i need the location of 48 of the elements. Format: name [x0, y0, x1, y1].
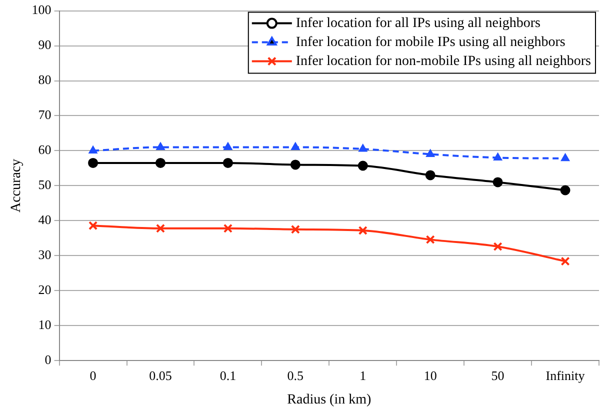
point [224, 142, 232, 150]
y-tick-label: 50 [38, 177, 52, 192]
point [358, 226, 368, 236]
point [223, 224, 232, 233]
legend-label: Infer location for mobile IPs using all neighbors [296, 34, 566, 50]
x-tick-label: 0 [90, 368, 96, 383]
point [425, 170, 436, 180]
point [291, 142, 300, 150]
point [426, 235, 435, 244]
point [156, 224, 166, 233]
point [222, 158, 233, 168]
point [88, 146, 98, 154]
point [492, 177, 503, 188]
y-axis-title: Accuracy [9, 158, 24, 213]
point [88, 221, 98, 230]
y-tick-label: 40 [38, 212, 52, 228]
y-tick-label: 70 [38, 107, 52, 122]
x-tick-label: 1 [360, 368, 366, 383]
point [88, 158, 98, 168]
x-tick-label: 0.1 [220, 368, 236, 383]
point [358, 144, 368, 152]
y-tick-label: 60 [38, 142, 52, 158]
point [560, 185, 570, 196]
y-tick-label: 30 [38, 247, 52, 262]
point [290, 224, 300, 234]
y-tick-label: 100 [32, 2, 52, 18]
point [426, 149, 435, 157]
point [290, 160, 300, 170]
x-tick-label: 0.5 [287, 368, 304, 383]
x-axis-title: Radius (in km) [287, 392, 372, 408]
point [493, 242, 502, 252]
point [493, 152, 502, 160]
x-tick-label: 10 [424, 368, 437, 383]
x-tick-label: Infinity [546, 368, 586, 383]
point [156, 142, 165, 150]
y-tick-label: 20 [38, 282, 52, 298]
y-tick-label: 0 [44, 352, 52, 368]
point [358, 160, 368, 171]
legend-label: Infer location for non-mobile IPs using all neighbors [296, 54, 591, 69]
y-tick-label: 10 [38, 317, 52, 332]
y-tick-label: 90 [38, 37, 52, 52]
x-tick-label: 50 [491, 368, 504, 383]
point [560, 153, 570, 162]
y-tick-label: 80 [38, 72, 52, 88]
legend-label: Infer location for all IPs using all neighbors [296, 16, 540, 31]
point [560, 256, 570, 266]
point [155, 158, 166, 168]
x-tick-label: 0.05 [149, 368, 172, 383]
